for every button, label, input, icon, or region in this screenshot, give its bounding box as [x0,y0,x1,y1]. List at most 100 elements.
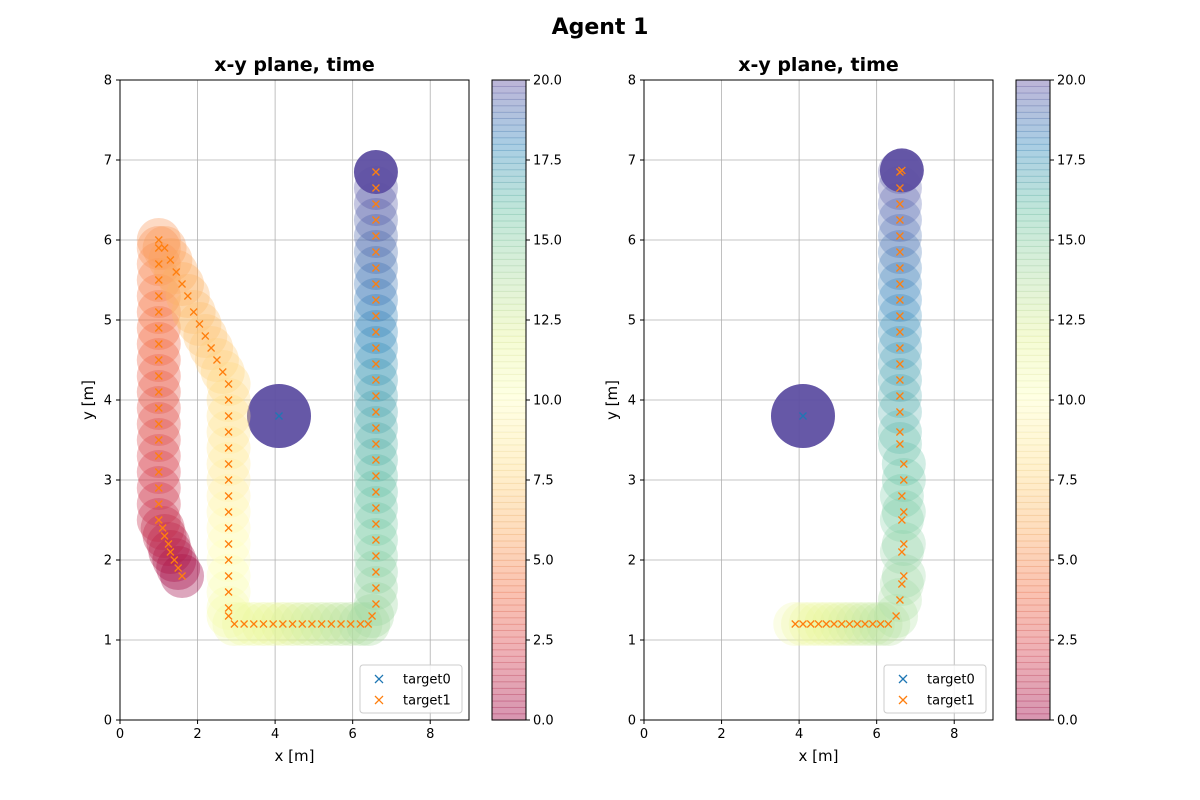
colorbar-band [492,630,526,638]
colorbar-band [1016,144,1050,151]
target0-marker [275,412,283,420]
colorbar-band [1016,208,1050,215]
colorbar-band [492,393,526,401]
y-tick-label: 3 [628,474,636,489]
colorbar-band [492,163,526,171]
colorbar-band [492,342,526,350]
colorbar-band [1016,419,1050,427]
target1-marker [154,484,163,492]
colorbar-band [492,598,526,606]
colorbar-band [1016,662,1050,670]
target1-marker [224,396,233,404]
colorbar-band [1016,169,1050,177]
target1-marker [259,620,268,628]
target1-marker [224,572,233,580]
y-tick-label: 7 [628,154,636,169]
target1-marker [371,376,380,384]
colorbar-band [1016,246,1050,254]
colorbar-band [1016,483,1050,491]
target1-marker [154,276,163,284]
colorbar-band [1016,425,1050,433]
colorbar-band [492,144,526,151]
colorbar-band [1016,220,1050,228]
colorbar-band [1016,182,1050,190]
colorbar-band [1016,150,1050,158]
colorbar-band [492,336,526,343]
colorbar-band [492,700,526,708]
target1-marker [371,520,380,528]
legend-marker-target0 [898,674,908,684]
target1-marker [899,508,908,516]
target1-marker [224,460,233,468]
target1-marker [166,548,175,556]
colorbar-band [492,118,526,126]
colorbar-band [1016,457,1050,465]
target1-marker [368,612,377,620]
target1-marker [861,620,869,628]
target1-marker [249,620,258,628]
colorbar-band [1016,649,1050,657]
colorbar-band [1016,489,1050,497]
colorbar-tick-label: 0.0 [533,714,554,729]
colorbar-band [1016,444,1050,452]
colorbar-band [492,560,526,567]
colorbar-band [492,406,526,414]
x-tick-label: 8 [950,727,958,742]
colorbar-band [1016,265,1050,273]
y-tick-label: 8 [628,74,636,89]
colorbar-band [1016,470,1050,478]
target1-marker [224,508,233,516]
colorbar-band [1016,112,1050,119]
colorbar-band [1016,131,1050,139]
colorbar-tick-label: 5.0 [1057,554,1078,569]
x-tick-label: 6 [873,727,881,742]
colorbar-band [492,489,526,497]
colorbar-band [492,86,526,94]
colorbar-band [492,361,526,369]
target1-marker [371,200,380,208]
colorbar-tick-label: 5.0 [533,554,554,569]
y-tick-label: 5 [628,314,636,329]
target1-marker [822,620,831,628]
colorbar-band [492,508,526,516]
colorbar-band [1016,323,1050,331]
target1-marker [837,620,846,628]
colorbar-band [492,105,526,113]
colorbar-band [492,265,526,273]
data-layer [770,148,926,646]
colorbar-band [1016,438,1050,446]
colorbar-band [492,368,526,375]
target1-marker [371,248,380,256]
target1-marker [356,620,365,628]
colorbar-band [1016,412,1050,420]
figure-suptitle: Agent 1 [552,15,649,40]
y-axis-label: y [m] [79,380,97,420]
colorbar-band [492,662,526,670]
colorbar-band [1016,195,1050,203]
colorbar-band [492,214,526,222]
target1-marker [895,408,904,416]
colorbar-band [492,547,526,555]
target1-marker [327,620,336,628]
colorbar-band [1016,105,1050,113]
x-tick-label: 4 [271,727,279,742]
target1-marker [240,620,249,628]
target0-marker [799,412,807,420]
target1-marker [364,620,373,628]
target1-marker [897,580,906,588]
target1-marker [160,532,169,540]
colorbar-band [1016,336,1050,343]
data-layer [136,150,398,646]
colorbar-band [1016,624,1050,631]
colorbar-band [492,656,526,663]
target1-marker [224,476,233,484]
target1-marker [154,236,163,244]
colorbar-band [492,604,526,612]
target1-marker [154,324,163,332]
plot-layer: 0 2 4 6 8 0 1 2 3 4 5 6 7 8 x [m] y [m] x-y plane, time t… [79,54,1086,765]
colorbar-band [1016,252,1050,260]
target1-marker [178,572,187,580]
target1-marker [371,184,380,192]
target1-marker [791,620,800,628]
target1-marker [371,600,380,608]
